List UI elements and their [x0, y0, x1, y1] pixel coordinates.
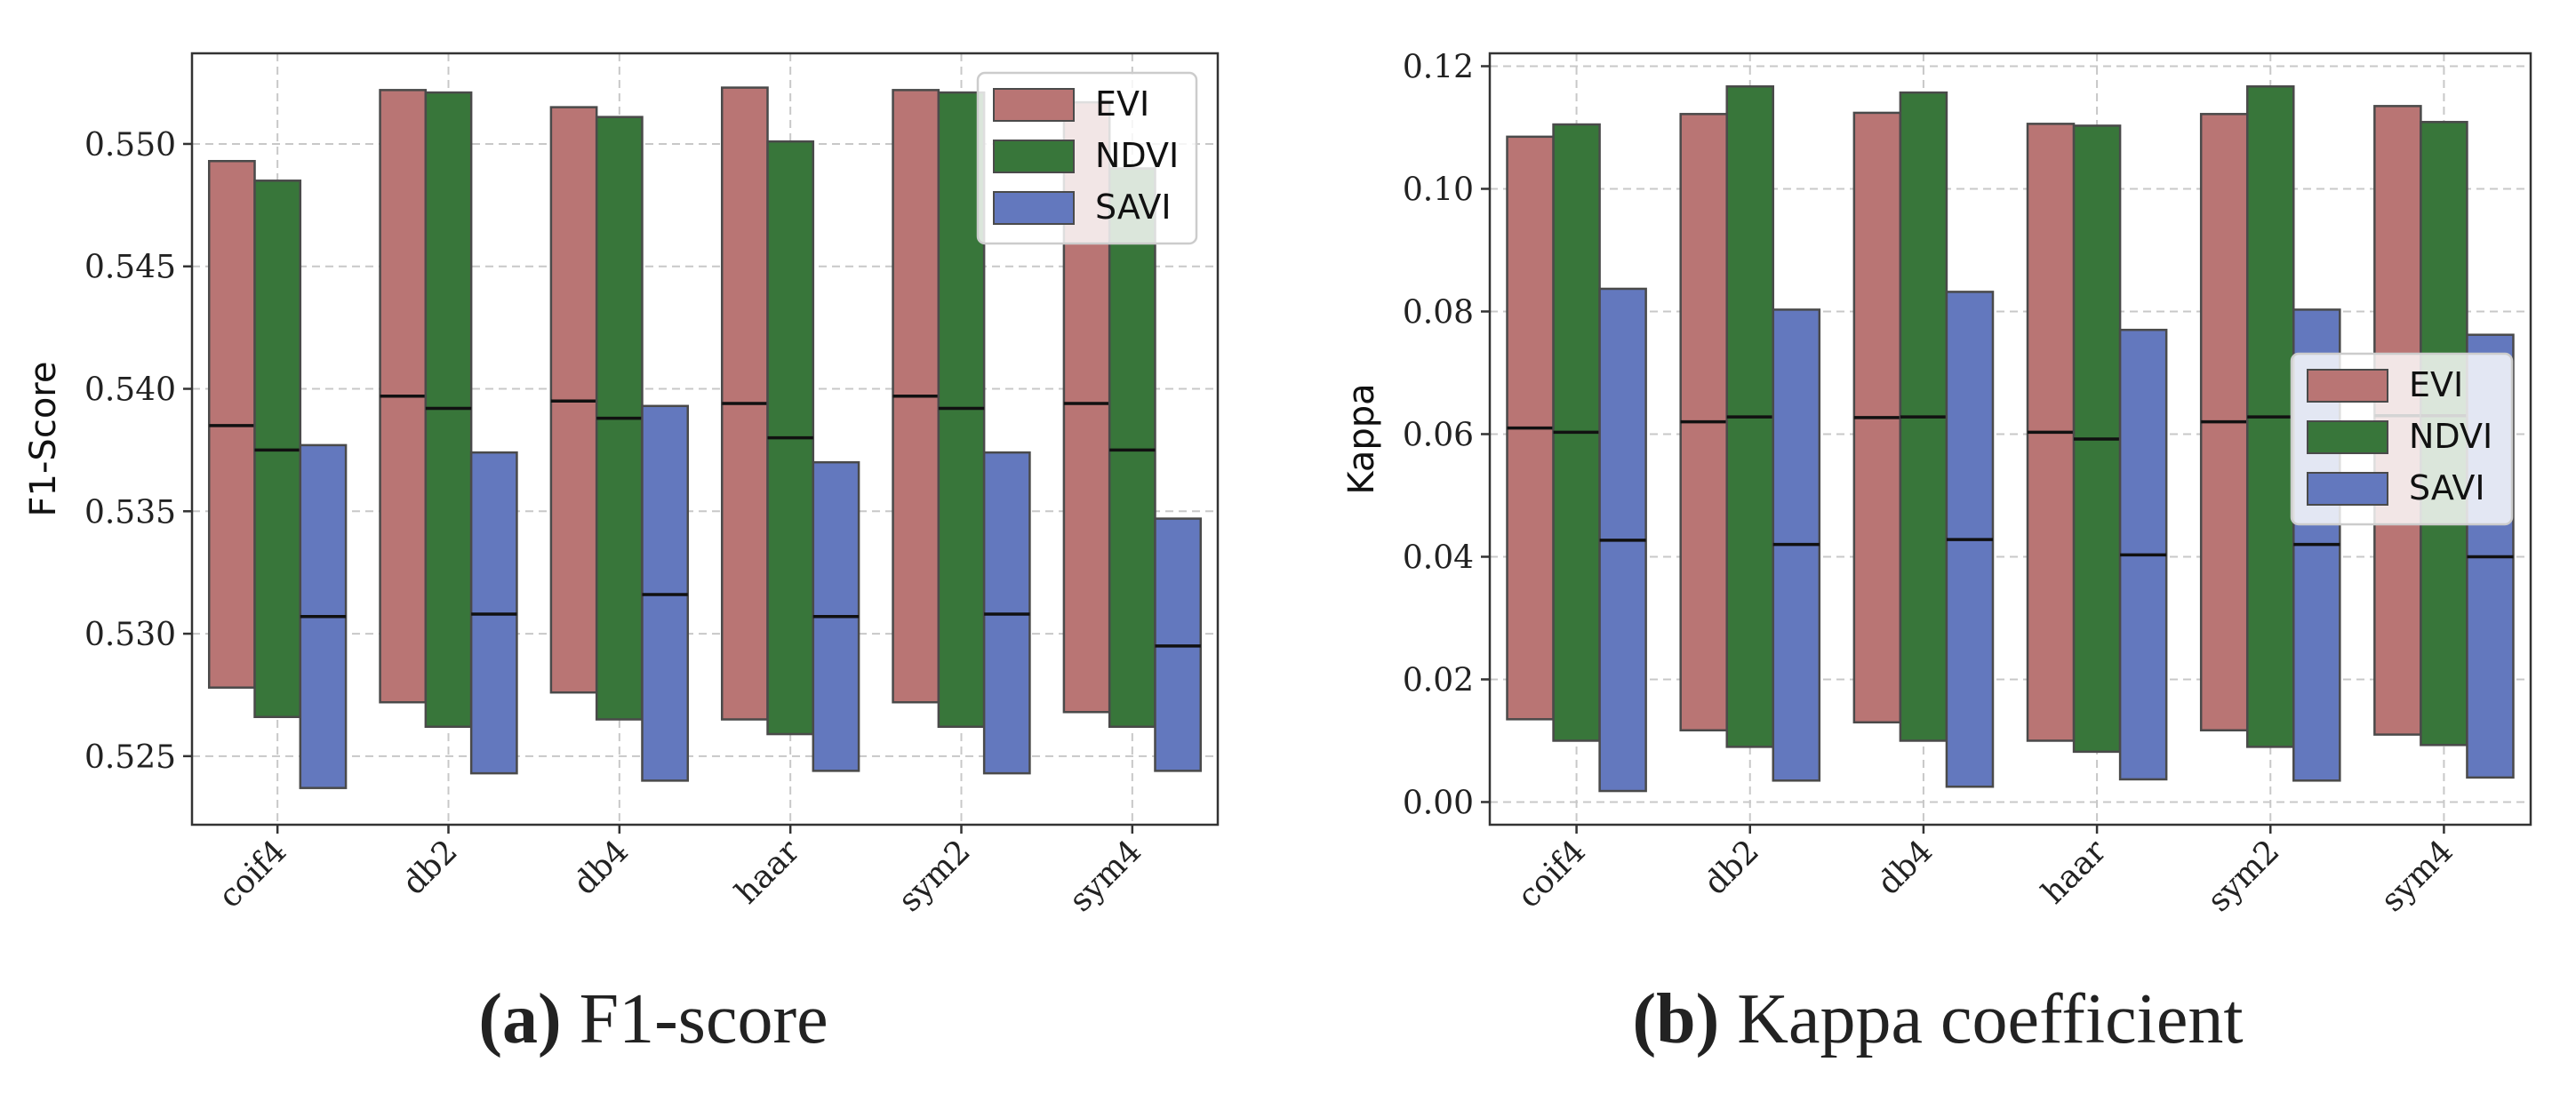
- y-tick-label: 0.12: [1403, 49, 1474, 85]
- x-tick-label-db4: db4: [1870, 833, 1940, 902]
- y-tick-label: 0.550: [84, 127, 176, 164]
- legend-swatch-savi: [993, 191, 1075, 225]
- legend-label-savi: SAVI: [2409, 468, 2485, 507]
- y-tick-label: 0.00: [1403, 785, 1474, 821]
- legend-label-savi: SAVI: [1095, 188, 1172, 227]
- x-tick-label-coif4: coif4: [1511, 833, 1593, 914]
- legend-label-ndvi: NDVI: [1095, 136, 1179, 175]
- x-tick-label-sym4: sym4: [1062, 833, 1148, 919]
- y-tick-label: 0.525: [84, 739, 176, 776]
- x-tick-label-haar: haar: [729, 833, 807, 911]
- plot-frame: [1488, 52, 2532, 826]
- legend-label-evi: EVI: [1095, 84, 1149, 124]
- y-tick-label: 0.540: [84, 372, 176, 409]
- y-axis-label: F1-Score: [23, 362, 64, 517]
- x-tick-label-db2: db2: [396, 833, 465, 902]
- y-tick-label: 0.545: [84, 250, 176, 286]
- x-tick-label-sym2: sym2: [892, 833, 978, 919]
- legend-label-ndvi: NDVI: [2409, 417, 2492, 456]
- legend-swatch-evi: [2307, 369, 2388, 403]
- legend-swatch-ndvi: [993, 140, 1075, 173]
- legend-swatch-ndvi: [2307, 420, 2388, 454]
- y-axis-label: Kappa: [1341, 383, 1382, 494]
- x-tick-label-haar: haar: [2036, 833, 2114, 911]
- x-tick-label-db4: db4: [566, 833, 636, 902]
- y-tick-label: 0.530: [84, 617, 176, 653]
- y-tick-label: 0.535: [84, 494, 176, 531]
- bar-ndvi-sym4: [1108, 167, 1156, 729]
- caption-a: (a) F1-score: [478, 980, 828, 1058]
- y-tick-label: 0.10: [1403, 172, 1474, 208]
- caption-a-label: (a): [478, 980, 561, 1058]
- legend-swatch-evi: [993, 88, 1075, 122]
- legend: EVI NDVI SAVI: [2290, 352, 2514, 526]
- caption-b-label: (b): [1632, 980, 1719, 1058]
- y-tick-label: 0.02: [1403, 662, 1474, 699]
- panel-a: 0.525 0.530 0.535 0.540 0.545 0.550 coif4 db2 db…: [23, 52, 1220, 919]
- legend-swatch-savi: [2307, 472, 2388, 506]
- y-tick-label: 0.08: [1403, 294, 1474, 331]
- panel-b: 0.00 0.02 0.04 0.06 0.08 0.10 0.12 coif4 db2 db4 h…: [1341, 49, 2532, 919]
- caption-a-text: F1-score: [562, 980, 828, 1058]
- legend: EVI NDVI SAVI: [976, 71, 1198, 245]
- y-tick-label: 0.04: [1403, 539, 1474, 576]
- x-tick-label-sym2: sym2: [2201, 833, 2287, 919]
- x-tick-label-coif4: coif4: [212, 833, 293, 914]
- caption-b-text: Kappa coefficient: [1719, 980, 2243, 1058]
- x-tick-label-db2: db2: [1697, 833, 1766, 902]
- x-tick-label-sym4: sym4: [2374, 833, 2460, 919]
- y-tick-label: 0.06: [1403, 417, 1474, 453]
- plot-frame: [190, 52, 1220, 826]
- caption-b: (b) Kappa coefficient: [1632, 980, 2243, 1058]
- legend-label-evi: EVI: [2409, 365, 2463, 404]
